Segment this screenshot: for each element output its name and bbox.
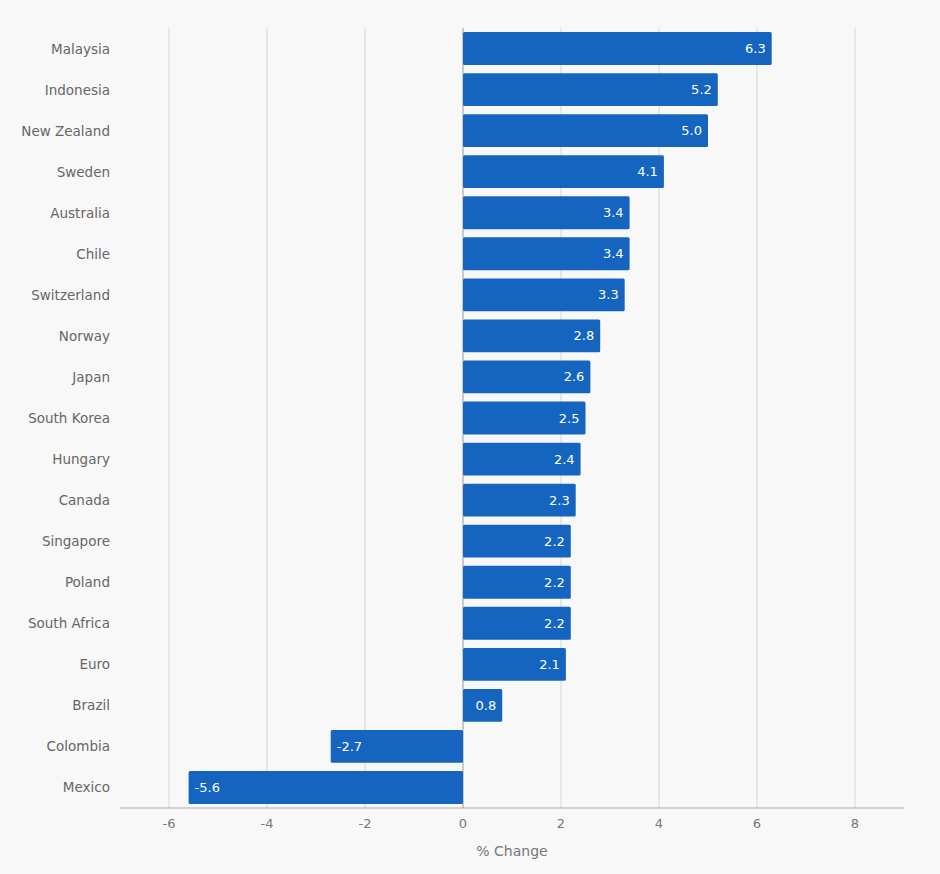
- bar: [463, 361, 590, 394]
- y-tick-label: Mexico: [63, 779, 110, 795]
- data-label: 3.4: [603, 246, 624, 261]
- x-tick-label: 8: [851, 816, 859, 831]
- data-label: 2.6: [564, 369, 585, 384]
- data-label: 2.3: [549, 493, 570, 508]
- y-tick-label: South Africa: [28, 615, 110, 631]
- x-tick-label: -4: [261, 816, 274, 831]
- y-tick-label: Colombia: [47, 738, 110, 754]
- chart-container: -6 -4 -2 0 2 4 6 8 6.3 5.2 5.0 4.1 3.4 3.4 3.3 2.8 2.6 2.…: [0, 0, 940, 874]
- y-tick-label: South Korea: [28, 410, 110, 426]
- data-label: 2.2: [544, 534, 565, 549]
- data-label: 5.2: [691, 82, 712, 97]
- data-label: 6.3: [745, 41, 766, 56]
- bar: [463, 689, 502, 722]
- bar: [463, 114, 708, 147]
- x-axis-label: % Change: [476, 843, 547, 859]
- bar: [463, 196, 630, 229]
- y-tick-label: Canada: [59, 492, 110, 508]
- bar: [463, 237, 630, 270]
- bar: [463, 402, 586, 435]
- y-tick-label: Switzerland: [31, 287, 110, 303]
- data-label: 4.1: [637, 164, 658, 179]
- grid-line: [855, 28, 856, 808]
- x-tick-label: 4: [655, 816, 663, 831]
- x-tick-label: 0: [459, 816, 467, 831]
- y-ticks: Malaysia Indonesia New Zealand Sweden Austra…: [21, 41, 110, 796]
- data-label: 2.5: [559, 411, 580, 426]
- bar: [463, 155, 664, 188]
- bar: [463, 566, 571, 599]
- bar: [463, 32, 772, 65]
- x-ticks: -6 -4 -2 0 2 4 6 8: [163, 816, 860, 831]
- bar: [331, 730, 463, 763]
- data-label: 2.2: [544, 616, 565, 631]
- x-tick-label: -6: [163, 816, 176, 831]
- bar: [463, 73, 718, 106]
- grid-line: [757, 28, 758, 808]
- data-label: 2.8: [574, 328, 595, 343]
- chart-svg: -6 -4 -2 0 2 4 6 8 6.3 5.2 5.0 4.1 3.4 3.4 3.3 2.8 2.6 2.…: [0, 0, 940, 874]
- y-tick-label: Singapore: [42, 533, 110, 549]
- y-tick-label: Malaysia: [51, 41, 110, 57]
- grid: [169, 28, 855, 808]
- y-tick-label: Indonesia: [45, 82, 110, 98]
- bar: [463, 484, 576, 517]
- bar: [463, 319, 600, 352]
- bar: [463, 525, 571, 558]
- grid-line: [267, 28, 268, 808]
- bar: [189, 771, 463, 804]
- background: [0, 0, 940, 874]
- data-label: 2.2: [544, 575, 565, 590]
- data-label: -5.6: [195, 780, 220, 795]
- data-labels: 6.3 5.2 5.0 4.1 3.4 3.4 3.3 2.8 2.6 2.5 2.4 2.3 2.2 2…: [195, 41, 766, 795]
- data-label: 2.4: [554, 452, 575, 467]
- y-tick-label: Norway: [59, 328, 110, 344]
- y-tick-label: Australia: [50, 205, 110, 221]
- data-label: 5.0: [681, 123, 702, 138]
- bar: [463, 443, 581, 476]
- y-tick-label: Sweden: [57, 164, 110, 180]
- data-label: -2.7: [337, 739, 362, 754]
- data-label: 0.8: [476, 698, 497, 713]
- data-label: 3.3: [598, 287, 619, 302]
- y-tick-label: Poland: [65, 574, 110, 590]
- bar: [463, 278, 625, 311]
- x-axis-line: [120, 808, 904, 809]
- data-label: 2.1: [539, 657, 560, 672]
- y-tick-label: New Zealand: [21, 123, 110, 139]
- y-tick-label: Brazil: [72, 697, 110, 713]
- y-tick-label: Euro: [79, 656, 110, 672]
- grid-line: [169, 28, 170, 808]
- x-tick-label: 6: [753, 816, 761, 831]
- y-tick-label: Chile: [76, 246, 110, 262]
- bar: [463, 607, 571, 640]
- x-tick-label: -2: [359, 816, 372, 831]
- bars: [189, 32, 772, 804]
- y-tick-label: Hungary: [52, 451, 110, 467]
- y-tick-label: Japan: [71, 369, 110, 385]
- x-tick-label: 2: [557, 816, 565, 831]
- bar: [463, 648, 566, 681]
- grid-line: [365, 28, 366, 808]
- data-label: 3.4: [603, 205, 624, 220]
